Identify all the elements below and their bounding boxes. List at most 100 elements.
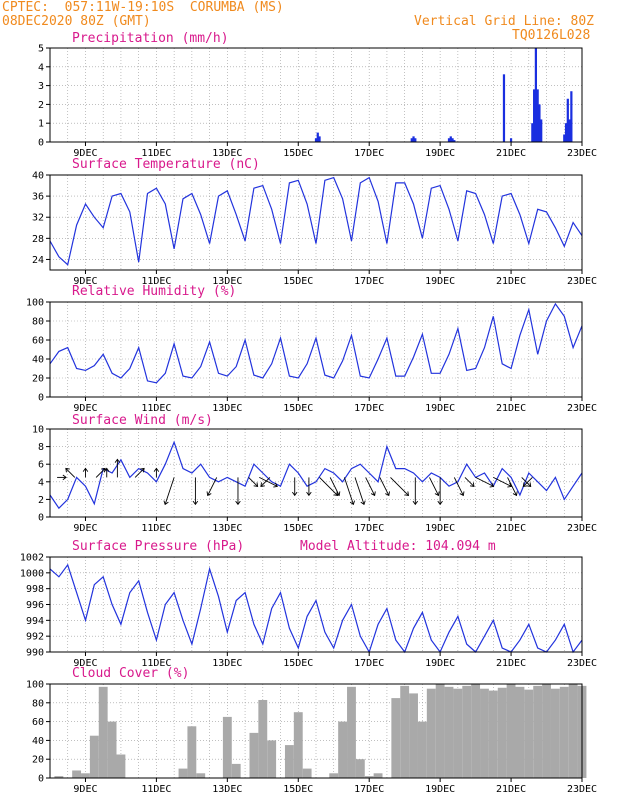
precip-bar	[414, 138, 417, 142]
y-tick-label: 1002	[20, 553, 44, 564]
wind-arrow-head	[260, 482, 265, 487]
x-tick-label: 23DEC	[567, 148, 597, 159]
y-tick-label: 20	[32, 374, 44, 385]
x-tick-label: 19DEC	[425, 148, 455, 159]
cloud-bar	[435, 684, 445, 778]
y-tick-label: 4	[38, 477, 44, 488]
wind-arrow	[329, 477, 340, 496]
precip-bar	[412, 136, 415, 142]
wind-arrow-head	[335, 491, 341, 497]
wind-arrow-head	[404, 491, 410, 496]
precip-bar	[534, 48, 538, 142]
x-tick-label: 21DEC	[496, 523, 526, 534]
y-tick-label: 40	[32, 736, 44, 747]
cloud-bar	[417, 721, 427, 778]
y-tick-label: 36	[32, 192, 44, 203]
cloud-bar	[258, 699, 268, 778]
precip-bar	[449, 136, 452, 142]
x-tick-label: 23DEC	[567, 658, 597, 669]
cloud-bar	[550, 688, 560, 778]
run-date: 08DEC2020 80Z (GMT)	[2, 14, 151, 29]
wind-arrow	[365, 477, 376, 496]
wind-arrow-head	[206, 491, 212, 497]
wind-arrow-head	[459, 491, 465, 497]
y-tick-label: 40	[32, 171, 44, 182]
x-tick-label: 21DEC	[496, 784, 526, 795]
panel-title: Precipitation (mm/h)	[72, 31, 229, 46]
wind-arrow	[343, 477, 354, 505]
x-tick-label: 19DEC	[425, 523, 455, 534]
cloud-bar	[347, 686, 356, 778]
y-tick-label: 60	[32, 717, 44, 728]
wind-arrow-head	[140, 467, 145, 473]
y-tick-label: 0	[38, 774, 44, 785]
series-line	[49, 302, 583, 384]
wind-arrow-head	[507, 482, 513, 488]
x-tick-label: 19DEC	[425, 784, 455, 795]
wind-arrow-head	[292, 491, 298, 497]
wind-arrow-head	[469, 482, 475, 487]
wind-arrow-head	[273, 482, 278, 488]
wind-arrow	[95, 468, 106, 478]
y-tick-label: 8	[38, 442, 44, 453]
wind-arrow-head	[434, 491, 440, 497]
x-tick-label: 13DEC	[212, 784, 242, 795]
panel-3: 0 20 40 60 80 100 9DEC 11DEC 13DEC 15DEC 17DEC 19DE…	[26, 284, 597, 414]
precip-bar	[509, 138, 513, 142]
panel-5: 990 992 994 996 998 1000 1002 9DEC 11DEC 13DEC 15D…	[20, 539, 597, 669]
wind-arrow-head	[489, 482, 495, 488]
y-tick-label: 60	[32, 336, 44, 347]
y-tick-label: 0	[38, 138, 44, 149]
precip-bar	[533, 89, 536, 142]
precip-bar	[564, 123, 568, 142]
cloud-bar	[178, 768, 188, 778]
x-tick-label: 11DEC	[141, 784, 171, 795]
wind-arrow-head	[104, 467, 110, 472]
wind-arrow	[475, 476, 494, 487]
cloud-bar	[453, 688, 463, 778]
x-tick-label: 23DEC	[567, 523, 597, 534]
wind-arrow	[259, 476, 278, 487]
y-tick-label: 6	[38, 460, 44, 471]
wind-arrow	[319, 477, 338, 496]
cloud-bar	[568, 684, 578, 778]
cloud-bar	[426, 688, 436, 778]
x-tick-label: 15DEC	[283, 276, 313, 287]
x-tick-label: 11DEC	[141, 148, 171, 159]
cloud-bar	[409, 693, 418, 778]
cloud-bar	[187, 726, 197, 778]
cloud-bar	[497, 687, 507, 778]
panel-6: 0 20 40 60 80 100 9DEC 11DEC 13DEC 15DEC 17DEC 19DE…	[26, 666, 597, 795]
plot-frame	[49, 556, 583, 653]
y-tick-label: 2	[38, 495, 44, 506]
x-tick-label: 19DEC	[425, 403, 455, 414]
cloud-bar	[524, 689, 534, 778]
precip-bar	[447, 138, 451, 142]
wind-arrow-head	[333, 491, 339, 496]
y-tick-label: 998	[26, 584, 44, 595]
precip-bar	[451, 138, 454, 142]
cloud-bar	[222, 716, 232, 778]
y-tick-label: 994	[26, 616, 44, 627]
y-tick-label: 80	[32, 698, 44, 709]
wind-arrow-head	[385, 491, 390, 497]
x-tick-label: 13DEC	[212, 403, 242, 414]
x-tick-label: 21DEC	[496, 148, 526, 159]
cloud-bar	[329, 773, 339, 778]
cloud-bar	[267, 740, 277, 778]
cloud-bar	[98, 686, 108, 778]
cloud-bar	[488, 690, 498, 778]
x-tick-label: 17DEC	[354, 523, 384, 534]
x-tick-label: 17DEC	[354, 276, 384, 287]
x-tick-label: 19DEC	[425, 658, 455, 669]
cloud-bar	[444, 686, 454, 778]
precip-bar	[453, 140, 456, 142]
y-tick-label: 20	[32, 755, 44, 766]
wind-arrow-head	[114, 458, 121, 463]
x-tick-label: 13DEC	[212, 148, 242, 159]
x-tick-label: 11DEC	[141, 276, 171, 287]
wind-arrow-head	[253, 482, 259, 487]
panel-title: Relative Humidity (%)	[72, 284, 236, 299]
x-tick-label: 9DEC	[73, 784, 97, 795]
x-tick-label: 15DEC	[283, 148, 313, 159]
